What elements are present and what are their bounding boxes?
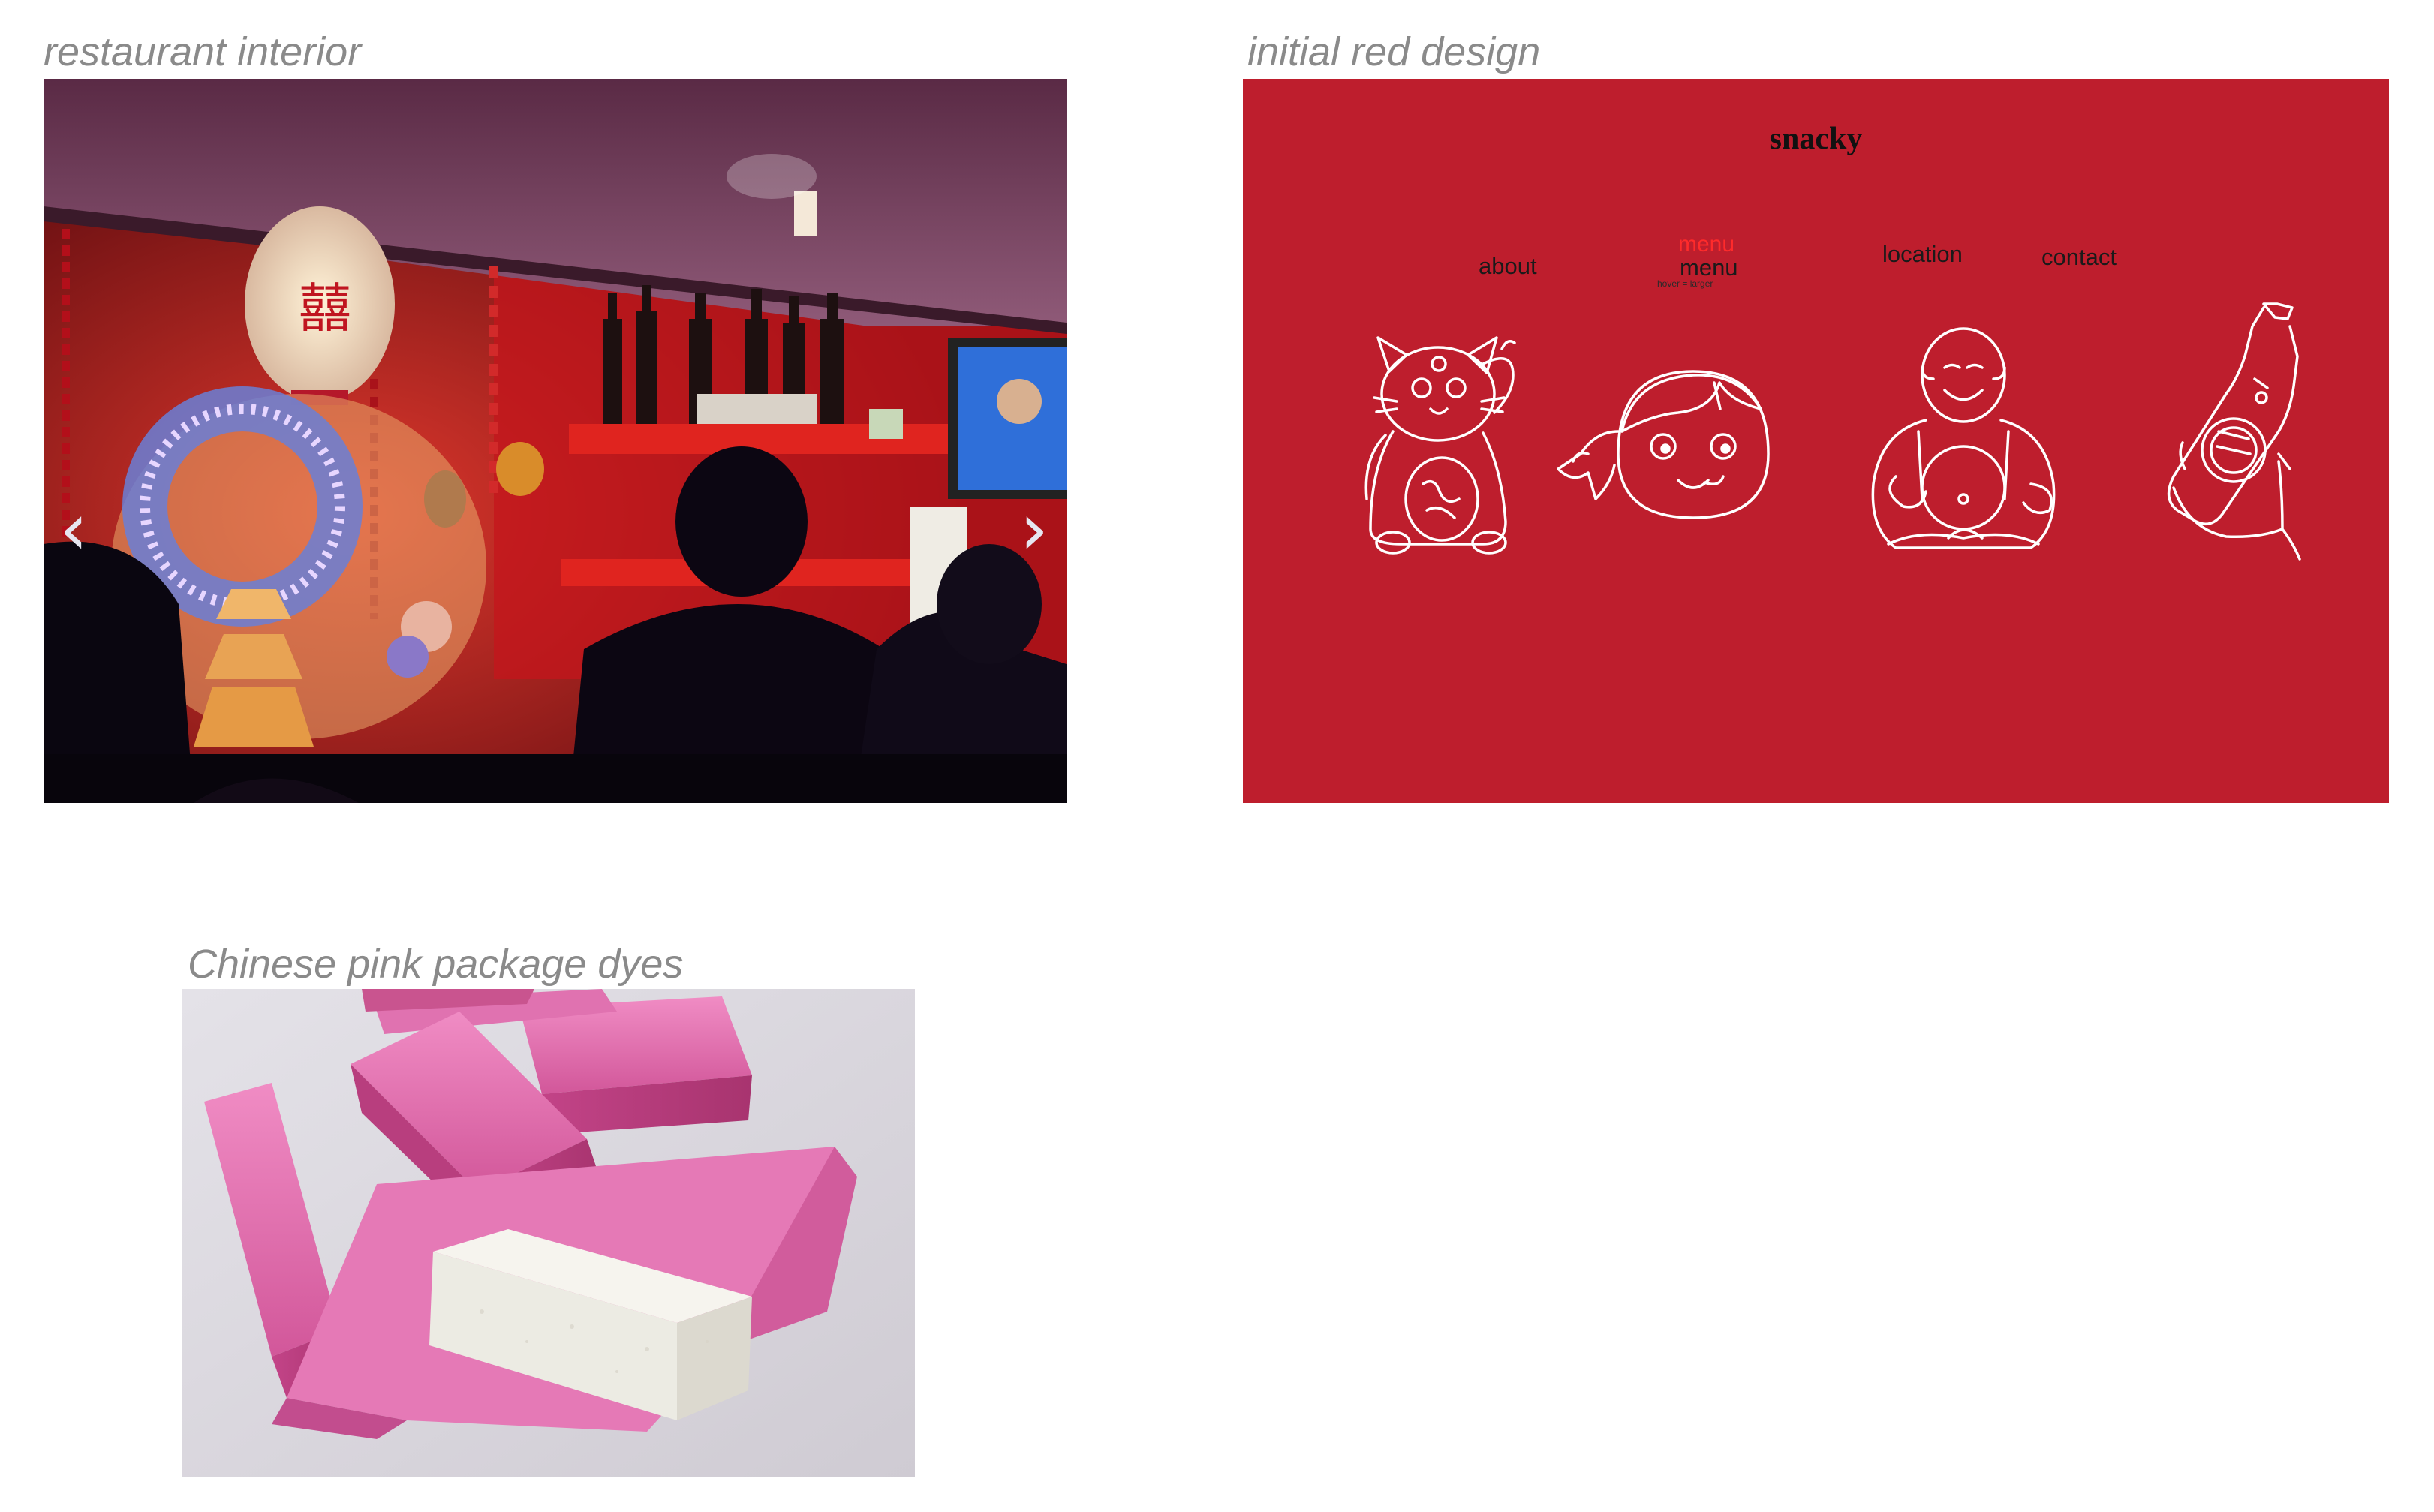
mockup-site-title: snacky	[1769, 122, 1863, 156]
svg-text:囍: 囍	[299, 278, 351, 339]
caption-chinese-pink-package-dyes: Chinese pink package dyes	[188, 942, 684, 987]
mockup-nav-about[interactable]: about	[1479, 253, 1537, 279]
laughing-buddha-icon	[1871, 327, 2056, 549]
pink-package-dyes-photo	[182, 989, 915, 1477]
mockup-hover-note: hover = larger	[1657, 278, 1713, 289]
lucky-cat-icon	[1364, 336, 1516, 555]
carousel-next-button[interactable]: ›	[1019, 487, 1049, 571]
mockup-nav-contact[interactable]: contact	[2041, 244, 2117, 270]
restaurant-interior-photo: 囍	[44, 79, 1067, 803]
restaurant-scene: 囍	[44, 79, 1067, 803]
peko-girl-icon	[1557, 370, 1770, 519]
pink-dyes-scene	[182, 989, 915, 1477]
caption-restaurant-interior: restaurant interior	[44, 29, 362, 74]
tsingtao-bottle-icon	[2167, 302, 2301, 561]
red-design-mockup: snacky about menu menu hover = larger lo…	[1243, 79, 2389, 803]
carousel-prev-button[interactable]: ‹	[59, 487, 89, 571]
mockup-illustrations	[1364, 302, 2301, 561]
mockup-nav-menu-hover: menu	[1678, 232, 1735, 257]
mockup-nav-menu[interactable]: menu	[1680, 254, 1738, 281]
caption-initial-red-design: initial red design	[1247, 29, 1541, 74]
mockup-nav-location[interactable]: location	[1882, 241, 1963, 267]
